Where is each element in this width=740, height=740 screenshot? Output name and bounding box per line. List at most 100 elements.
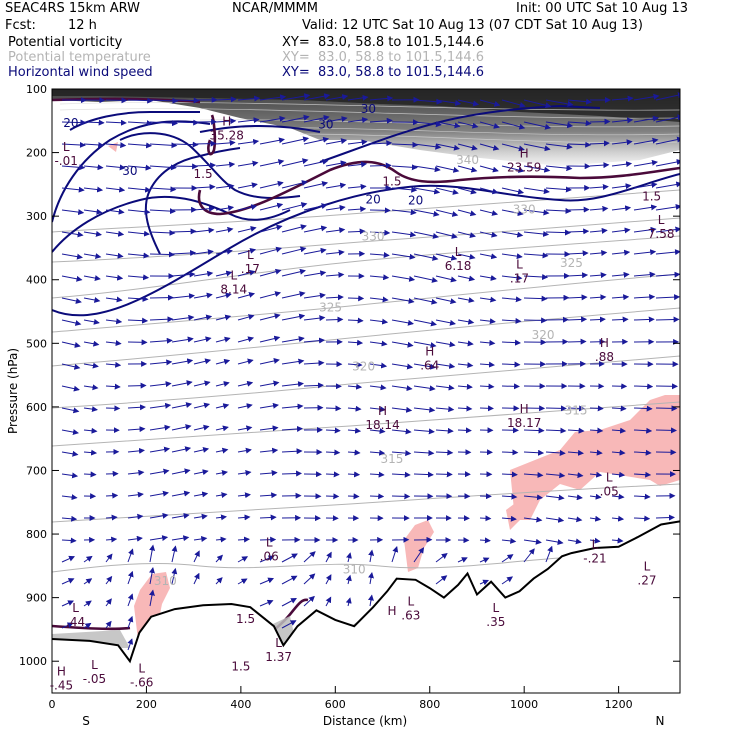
wind-vector: [105, 340, 122, 347]
wind-vector: [171, 545, 178, 563]
extremum-letter: L: [138, 661, 145, 675]
wind-vector: [149, 567, 155, 585]
wind-vector: [61, 319, 82, 326]
wind-vector: [83, 253, 102, 259]
wind-vector: [259, 555, 275, 563]
section-end-north: N: [656, 714, 665, 728]
extremum-value: -.66: [130, 675, 153, 689]
wind-vector: [457, 121, 479, 129]
wind-vector: [391, 319, 414, 326]
wind-vector: [193, 513, 208, 520]
wind-vector: [479, 383, 495, 390]
wind-vector: [435, 275, 457, 283]
wind-vector: [193, 314, 213, 321]
field-name-theta: Potential temperature: [8, 50, 151, 65]
wind-vector: [127, 593, 134, 607]
wind-vector: [545, 405, 567, 412]
wind-vector: [149, 424, 171, 431]
wind-vector: [457, 209, 477, 217]
wind-vector: [237, 117, 260, 124]
wind-vector: [391, 471, 411, 478]
wind-vector: [303, 315, 326, 322]
extremum-letter: L: [266, 535, 273, 549]
wind-vector: [347, 339, 364, 346]
wind-vector: [655, 514, 675, 521]
wind-vector: [281, 425, 303, 432]
wind-vector: [479, 99, 501, 107]
wind-vector: [501, 515, 517, 522]
wind-vector: [633, 471, 652, 478]
wind-vector: [237, 204, 258, 211]
wind-vector: [127, 317, 149, 324]
wind-vector: [501, 209, 524, 217]
wind-vector: [435, 384, 455, 391]
wind-vector: [413, 209, 440, 217]
wind-vector: [479, 318, 496, 325]
theta-label: 325: [560, 256, 583, 270]
wind-vector: [413, 98, 443, 105]
wind-vector: [523, 538, 542, 545]
wind-vector: [413, 275, 438, 283]
wind-vector: [83, 230, 102, 237]
wind-vector: [61, 141, 86, 148]
wind-vector: [479, 143, 500, 151]
wind-vector: [567, 206, 590, 213]
wind-vector: [215, 381, 230, 387]
field-name-pv: Potential vorticity: [8, 35, 123, 50]
wind-vector: [501, 383, 520, 390]
wind-vector: [479, 361, 495, 368]
wind-vector: [501, 576, 514, 585]
wind-vector: [545, 207, 572, 214]
wind-vector: [325, 449, 341, 456]
wind-vector: [105, 575, 113, 585]
wind-vector: [435, 471, 453, 478]
wind-vector: [501, 274, 523, 281]
wind-vector: [391, 209, 417, 216]
theta-label: 315: [565, 404, 588, 418]
wind-vector: [391, 186, 418, 193]
wind-vector: [589, 537, 601, 544]
wind-speed-label: 20: [365, 192, 380, 206]
section-end-south: S: [82, 714, 90, 728]
wind-vector: [281, 381, 304, 388]
wind-vector: [237, 314, 255, 321]
wind-vector: [589, 427, 604, 434]
wind-vector: [149, 229, 176, 236]
wind-vector: [479, 405, 494, 412]
wind-vector: [655, 249, 680, 256]
wind-vector: [501, 253, 523, 260]
wind-vector: [611, 471, 626, 478]
wind-vector: [83, 384, 99, 391]
wind-vector: [259, 492, 278, 499]
wind-vector: [435, 297, 457, 305]
wind-vector: [523, 99, 552, 109]
wind-vector: [545, 516, 565, 523]
wind-vector: [567, 472, 584, 479]
wind-vector: [105, 186, 126, 193]
wind-vector: [127, 208, 151, 215]
wind-vector: [83, 297, 101, 303]
wind-vector: [347, 361, 363, 368]
wind-vector: [61, 515, 78, 522]
wind-vector: [105, 142, 127, 149]
wind-vector: [127, 426, 146, 433]
wind-vector: [149, 446, 171, 453]
wind-vector: [501, 317, 522, 324]
y-tick-label: 700: [26, 464, 47, 477]
wind-vector: [655, 136, 680, 145]
wind-vector: [237, 514, 251, 521]
wind-vector: [281, 403, 304, 410]
x-tick-label: 0: [49, 698, 56, 711]
wind-vector: [193, 184, 216, 191]
wind-vector: [655, 114, 680, 123]
extremum-letter: L: [644, 560, 651, 574]
wind-vector: [501, 493, 518, 500]
wind-vector: [457, 362, 474, 369]
wind-vector: [127, 274, 150, 281]
wind-vector: [127, 382, 147, 389]
wind-vector: [61, 119, 87, 126]
wind-vector: [171, 490, 191, 497]
wind-vector: [105, 230, 125, 237]
wind-vector: [413, 143, 442, 150]
